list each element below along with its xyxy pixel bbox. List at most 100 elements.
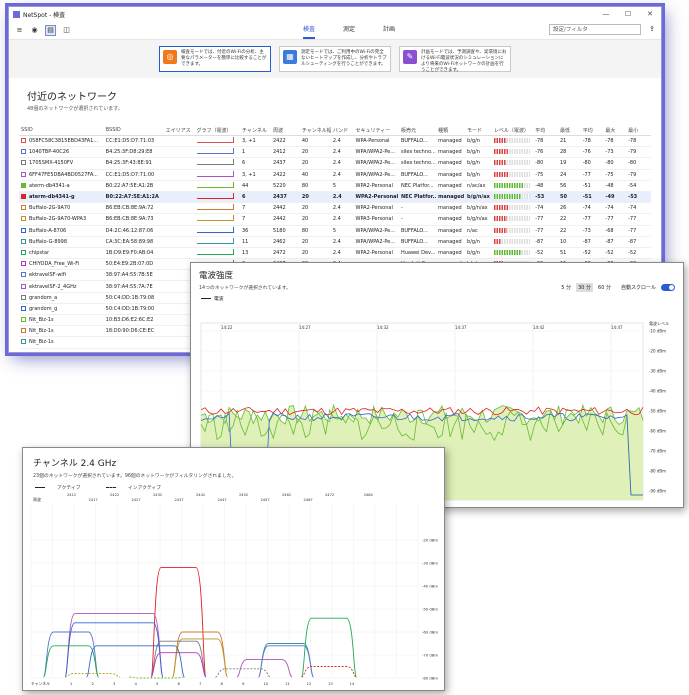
row-checkbox[interactable]	[21, 249, 26, 255]
freq-tick-label: 2417	[89, 498, 98, 502]
b-cell: 22	[557, 213, 581, 226]
row-checkbox[interactable]	[21, 283, 26, 289]
maximize-icon[interactable]: ☐	[624, 10, 632, 18]
table-row[interactable]: chipstar 1B:D9:E9:F0:AB:04 13 2472 20 2.4 WPA2…	[19, 247, 651, 260]
empty-cell	[163, 292, 195, 304]
row-checkbox[interactable]	[21, 194, 26, 200]
row-checkbox[interactable]	[21, 272, 26, 278]
empty-cell	[163, 180, 195, 192]
sec-cell: WPA-Personal	[353, 135, 399, 148]
table-row[interactable]: Buffalo-2G-9A70 B6:EB:CB:8E:9A:72 7 2442 20 2…	[19, 202, 651, 215]
autoscroll-toggle[interactable]	[661, 284, 675, 291]
range-5min-button[interactable]: 5 分	[561, 285, 572, 291]
column-header[interactable]: エイリアス	[163, 125, 195, 136]
row-checkbox[interactable]	[21, 160, 26, 166]
range-30min-button[interactable]: 30 分	[576, 283, 594, 292]
row-checkbox[interactable]	[21, 339, 26, 345]
ch-cell: 36	[239, 225, 271, 237]
table-row[interactable]: 1705SMX-4150FV B4:25:3F:43:8E:91 6 2437 20 2.…	[19, 157, 651, 170]
inspector-mode-card[interactable]: ◎ 検査モードでは、付近のWi-Fiの分析、主要なパラメーターを簡単に比較するこ…	[159, 46, 271, 72]
channel-tick-label: 9	[242, 681, 245, 686]
signal-graph-cell	[194, 180, 240, 192]
row-checkbox[interactable]	[21, 182, 26, 188]
column-header[interactable]: グラフ（電波）	[194, 125, 240, 136]
table-row[interactable]: 1040TBP-40C26 B4:25:3F:D8:29:E8 1 2412 20 2.4…	[19, 146, 651, 159]
row-checkbox[interactable]	[21, 227, 26, 233]
column-header[interactable]: 種類	[436, 125, 466, 136]
column-header[interactable]: 周波	[270, 125, 300, 136]
width-cell: 40	[299, 135, 331, 148]
record-icon[interactable]: ◉	[31, 25, 38, 34]
column-header[interactable]: バンド	[330, 125, 354, 136]
column-header[interactable]: SSID	[19, 125, 104, 136]
row-checkbox[interactable]	[21, 294, 26, 300]
row-checkbox[interactable]	[21, 328, 26, 334]
table-row[interactable]: 6FF47FE5DBA4BD0527FA... CC:E1:D5:D7:71:00…	[19, 169, 651, 181]
close-icon[interactable]: ✕	[647, 10, 653, 18]
band-cell: 2.4	[330, 236, 354, 248]
filter-input[interactable]: 設定/フィルタ	[549, 24, 641, 35]
freq-tick-label: 2467	[304, 498, 313, 502]
column-header[interactable]: モード	[465, 125, 492, 136]
column-header[interactable]: セキュリティー	[353, 125, 399, 136]
tab-planning[interactable]: 計画	[383, 26, 396, 33]
column-header[interactable]: 平均	[580, 125, 604, 136]
e-cell: -77	[626, 213, 651, 226]
dbm-tick-label: -50 dBm	[649, 409, 666, 414]
table-row[interactable]: 058FC58C3815EBD43FA1... CC:E1:D5:D7:71:03…	[19, 135, 651, 148]
share-icon[interactable]: ⇪	[649, 25, 655, 33]
c-cell: -80	[580, 157, 604, 170]
width-cell: 20	[299, 157, 331, 170]
ssid-cell: grandom_g	[19, 303, 104, 316]
row-checkbox[interactable]	[21, 171, 26, 177]
table-row[interactable]: Buffalo-A-8706 D4:2C:46:12:87:06 36 5180 80 5…	[19, 225, 651, 237]
row-checkbox[interactable]	[21, 138, 26, 144]
column-header[interactable]: 最大	[603, 125, 627, 136]
bssid-cell: 50:C4:DD:1B:79:08	[103, 292, 164, 304]
tab-survey[interactable]: 測定	[343, 26, 356, 33]
channel-tick-label: 14	[350, 681, 355, 686]
column-header[interactable]: レベル（電波）	[491, 125, 534, 136]
level-bar-cell	[491, 135, 534, 148]
row-checkbox[interactable]	[21, 216, 26, 222]
column-header[interactable]: 最小	[626, 125, 651, 136]
row-checkbox[interactable]	[21, 238, 26, 244]
mode-cell: n/ac	[465, 225, 492, 237]
row-checkbox[interactable]	[21, 149, 26, 155]
planning-mode-card[interactable]: ✎ 計画モードでは、予測調査や、実環境におけるWi-Fi電波状況のシミュレーショ…	[399, 46, 511, 73]
column-header[interactable]: 販売元	[398, 125, 437, 136]
ssid-cell: Buffalo-2G-9A70-WPA3	[19, 213, 104, 226]
table-row[interactable]: aterm-db4341-a B0:22:A7:5E:A1:2B 44 5220 80 5…	[19, 180, 651, 192]
minimize-icon[interactable]: —	[602, 10, 610, 18]
tab-inspector[interactable]: 検査	[303, 21, 316, 39]
channel-title: チャンネル 2.4 GHz	[33, 459, 117, 469]
width-cell: 20	[299, 146, 331, 159]
time-tick-label: 14:32	[377, 325, 389, 330]
range-60min-button[interactable]: 60 分	[598, 285, 611, 291]
ssid-cell: 1705SMX-4150FV	[19, 157, 104, 170]
c-cell: -51	[580, 180, 604, 192]
empty-cell	[163, 258, 195, 271]
freq-cell: 2422	[270, 135, 300, 148]
table-row[interactable]: aterm-db4341-g B0:22:A7:5E:A1:2A 6 2437 20 2.…	[19, 191, 651, 204]
menu-icon[interactable]: ≡	[16, 25, 23, 34]
table-row[interactable]: Buffalo-G-8998 CA:3C:EA:58:89:98 11 2462 20 2…	[19, 236, 651, 248]
camera-icon[interactable]: ◫	[63, 25, 70, 34]
row-checkbox[interactable]	[21, 305, 26, 311]
sec-cell: WPA2-Personal	[353, 180, 399, 192]
band-cell: 2.4	[330, 191, 354, 204]
column-header[interactable]: BSSID	[103, 125, 164, 136]
survey-mode-card[interactable]: ▦ 測定モードでは、ご利用中のWi-Fiの完全ないヒートマップを作成し、分析やト…	[279, 46, 391, 72]
table-row[interactable]: Buffalo-2G-9A70-WPA3 B6:EB:CB:8E:9A:73 7 24…	[19, 213, 651, 226]
column-header[interactable]: 最低	[557, 125, 581, 136]
column-header[interactable]: チャンネル幅	[299, 125, 331, 136]
band-cell: 5	[330, 225, 354, 237]
row-checkbox[interactable]	[21, 317, 26, 323]
row-checkbox[interactable]	[21, 261, 26, 267]
e-cell: -79	[626, 169, 651, 181]
list-view-icon[interactable]: ▤	[45, 24, 56, 36]
channel-network-1705smx	[150, 640, 207, 678]
column-header[interactable]: 平均	[533, 125, 558, 136]
column-header[interactable]: チャンネル	[239, 125, 271, 136]
row-checkbox[interactable]	[21, 205, 26, 211]
